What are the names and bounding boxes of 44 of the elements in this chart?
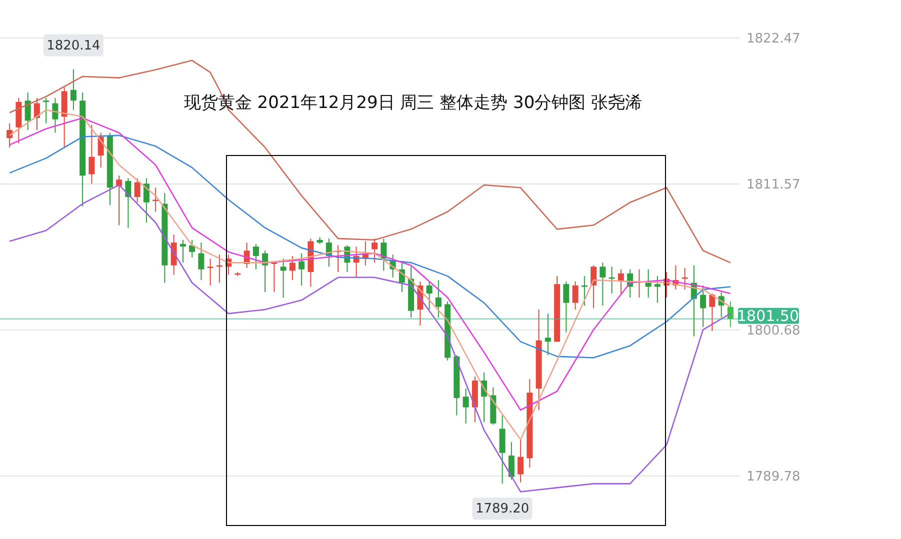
y-tick-label: 1822.47 [746,32,800,47]
line-series [8,60,732,264]
y-tick-label: 1800.68 [746,323,800,338]
candlestick [207,258,214,286]
candlestick [152,187,159,212]
candlestick [654,276,660,304]
candlestick [645,268,652,298]
candlestick [727,301,734,328]
candlestick [170,234,177,276]
candlestick [590,264,597,309]
candlestick [298,252,305,286]
annotation: 1789.20 [475,502,530,517]
candlestick [24,92,31,131]
candlestick [180,239,186,264]
candlestick [52,97,58,134]
candlestick [700,284,706,328]
line-series [8,134,732,358]
candlestick [544,313,551,356]
candlestick [426,280,432,310]
candlestick [6,122,13,148]
candlestick [280,258,286,298]
candlestick [508,442,514,480]
candlestick [134,178,140,203]
candlestick [43,97,50,124]
ref-line-label: 1801.50 [736,306,800,325]
candlestick [372,238,378,264]
candlestick [518,438,524,483]
y-tick-label: 1811.57 [746,178,800,193]
candlestick [709,292,716,332]
candlestick [600,262,606,306]
candlestick [572,280,578,310]
candlestick [70,68,76,110]
candlestick [563,280,570,333]
candlestick [252,243,259,270]
candlestick [462,388,469,424]
y-tick-label: 1789.78 [746,469,800,484]
candlestick [88,124,95,184]
candlestick [271,260,278,293]
candlestick [143,178,150,223]
candlestick [581,276,588,306]
candlestick [435,280,442,318]
annotation: 1820.14 [46,38,100,54]
candlestick [198,242,204,281]
candlestick [289,255,296,281]
